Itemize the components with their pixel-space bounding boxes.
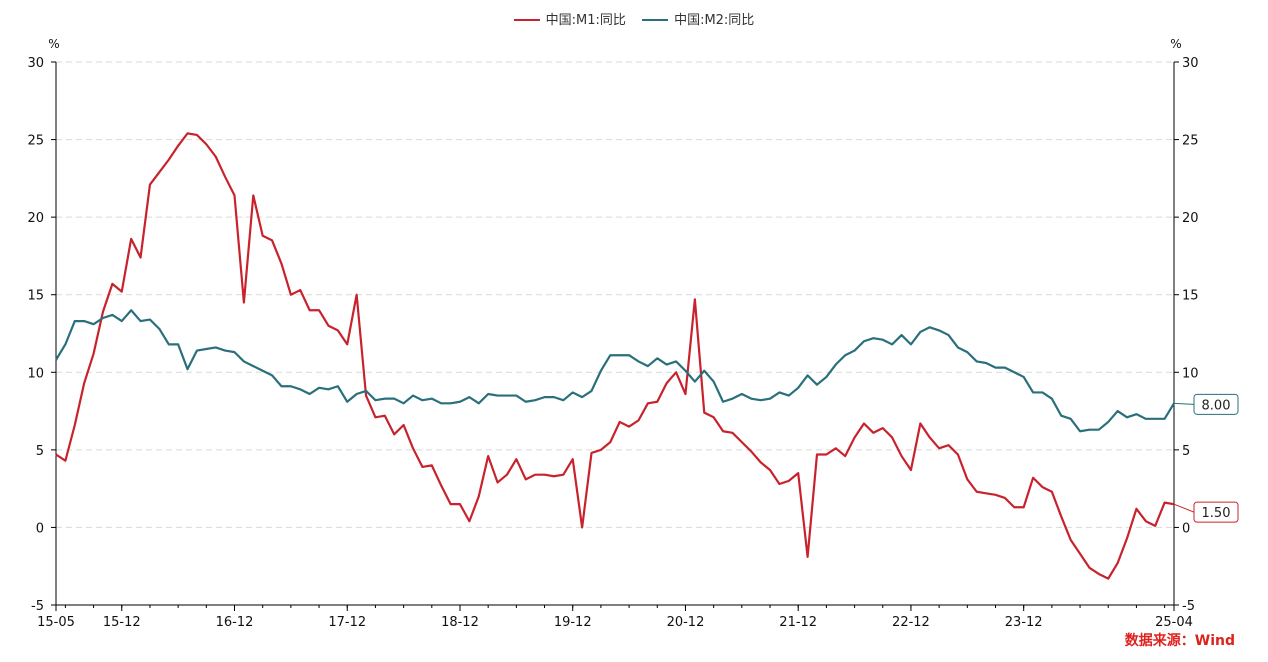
y-tick-label-right: 15 — [1182, 289, 1199, 304]
legend-swatch-m1 — [513, 18, 540, 21]
data-source-note: 数据来源：Wind — [1124, 633, 1235, 649]
end-label-box — [1193, 501, 1239, 523]
x-tick-label: 17-12 — [328, 615, 366, 630]
legend-label-m1: 中国:M1:同比 — [545, 13, 626, 28]
x-tick-label: 19-12 — [554, 615, 592, 630]
y-tick-label-right: 25 — [1182, 134, 1199, 149]
x-tick-label: 18-12 — [441, 615, 479, 630]
x-tick-label: 21-12 — [779, 615, 817, 630]
y-tick-label-left: 15 — [27, 289, 44, 304]
x-tick-label: 15-05 — [37, 615, 75, 630]
x-tick-label: 22-12 — [892, 615, 930, 630]
end-label-leader — [1173, 402, 1195, 405]
x-tick-label: 20-12 — [667, 615, 705, 630]
y-tick-label-left: 30 — [27, 56, 44, 71]
legend-swatch-m2 — [642, 18, 669, 21]
y-tick-label-left: 0 — [36, 521, 44, 536]
y-tick-label-right: 5 — [1182, 444, 1190, 459]
y-tick-label-left: 25 — [27, 134, 44, 149]
y-tick-label-right: 20 — [1182, 211, 1199, 226]
y-tick-label-right: 30 — [1182, 56, 1199, 71]
series-lines — [55, 132, 1175, 580]
y-tick-label-left: 5 — [36, 444, 44, 459]
y-tick-label-left: 20 — [27, 211, 44, 226]
end-labels: 1.50 8.00 — [1173, 393, 1239, 523]
legend-item-m1: 中国:M1:同比 — [513, 9, 626, 28]
legend-label-m2: 中国:M2:同比 — [674, 13, 755, 28]
x-tick-label: 16-12 — [216, 615, 254, 630]
end-label-value: 8.00 — [1202, 398, 1231, 413]
legend-item-m2: 中国:M2:同比 — [642, 9, 754, 28]
series-line-m1 — [55, 132, 1175, 580]
x-tick-label: 15-12 — [103, 615, 141, 630]
y-tick-label-left: -5 — [31, 599, 44, 614]
end-label-box — [1193, 393, 1239, 415]
axes: -5 -5 0 0 5 5 10 10 15 15 20 20 25 25 30 30% % 15-05 15-12… — [27, 37, 1198, 630]
y-tick-label-right: -5 — [1182, 599, 1195, 614]
series-line-m2 — [55, 309, 1175, 433]
end-label-leader — [1173, 503, 1195, 513]
x-tick-label: 25-04 — [1155, 615, 1193, 630]
y-unit-left: % — [48, 37, 59, 51]
y-tick-label-right: 0 — [1182, 521, 1190, 536]
gridlines — [56, 61, 1174, 528]
chart-legend: 中国:M1:同比 中国:M2:同比 — [0, 9, 1268, 28]
y-tick-label-left: 10 — [27, 366, 44, 381]
y-unit-right: % — [1170, 37, 1181, 51]
y-tick-label-right: 10 — [1182, 366, 1199, 381]
x-tick-label: 23-12 — [1005, 615, 1043, 630]
end-label-value: 1.50 — [1202, 506, 1231, 521]
